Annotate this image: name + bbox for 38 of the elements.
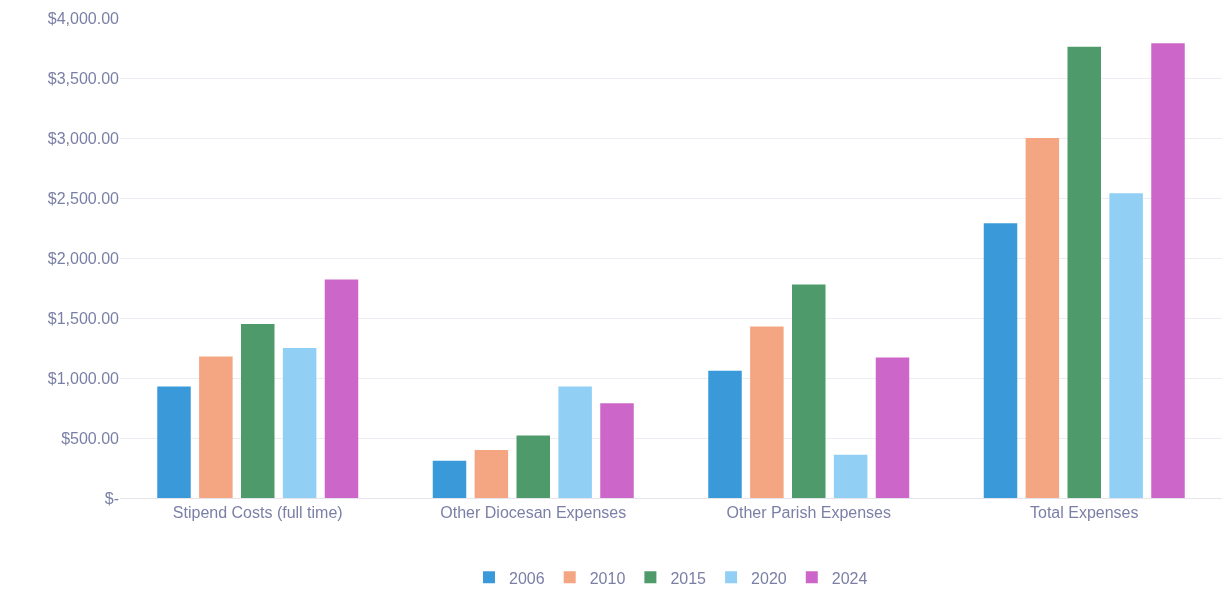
y-tick-label: $- [104,489,119,507]
bar [1109,193,1143,498]
y-tick-label: $3,000.00 [47,129,120,147]
bar [1151,43,1185,498]
legend-label: 2020 [751,569,787,587]
y-tick-label: $1,000.00 [47,369,120,387]
bar [875,357,910,498]
y-tick-label: $1,500.00 [47,309,120,327]
bar [1025,138,1060,498]
y-tick-label: $4,000.00 [47,9,120,27]
bar [474,450,509,498]
bar [157,386,191,498]
bar [792,284,826,498]
bar [432,460,467,498]
legend-label: 2006 [509,569,545,587]
bar [983,223,1018,498]
bar [833,454,868,498]
bar [708,370,742,498]
bar [600,403,634,498]
legend-label: 2024 [831,569,868,587]
y-tick-label: $2,500.00 [47,189,120,207]
bar [324,279,359,498]
y-tick-label: $500.00 [61,429,120,447]
bar [750,326,784,498]
x-tick-label: Other Diocesan Expenses [440,504,627,522]
x-tick-label: Other Parish Expenses [726,504,892,522]
legend-label: 2015 [670,569,707,587]
bar [282,348,317,498]
y-tick-label: $2,000.00 [47,249,120,267]
bar [558,386,592,498]
bar [241,324,275,498]
y-tick-label: $3,500.00 [47,69,120,87]
bar [516,435,550,498]
bar [1067,46,1101,498]
x-tick-label: Stipend Costs (full time) [172,504,343,522]
bar [199,356,233,498]
x-tick-label: Total Expenses [1029,504,1139,522]
legend-label: 2010 [589,569,626,587]
